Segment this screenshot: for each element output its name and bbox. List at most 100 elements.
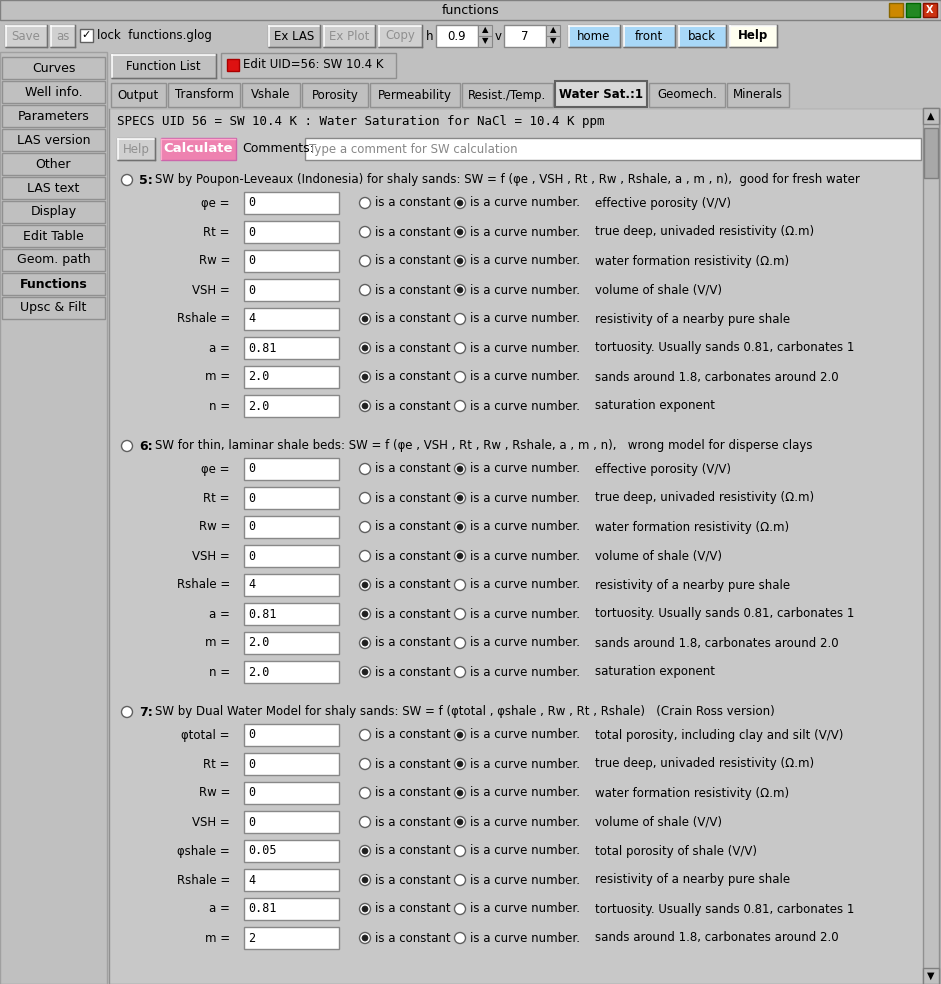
Circle shape — [457, 732, 463, 738]
Text: Display: Display — [30, 206, 76, 218]
Text: h: h — [426, 30, 434, 42]
Text: VSH =: VSH = — [192, 549, 230, 563]
Text: 2: 2 — [248, 932, 255, 945]
Text: Other: Other — [36, 157, 72, 170]
Text: resistivity of a nearby pure shale: resistivity of a nearby pure shale — [595, 313, 790, 326]
Bar — [323, 25, 375, 47]
Text: is a constant: is a constant — [375, 225, 451, 238]
Bar — [244, 395, 339, 417]
Circle shape — [455, 522, 466, 532]
Bar — [2, 225, 105, 247]
Text: total porosity of shale (V/V): total porosity of shale (V/V) — [595, 844, 757, 857]
Bar — [244, 487, 339, 509]
Text: 0: 0 — [248, 225, 255, 238]
Circle shape — [455, 845, 466, 856]
Bar — [244, 192, 339, 214]
Text: is a constant: is a constant — [375, 844, 451, 857]
Text: φe =: φe = — [201, 197, 230, 210]
Text: 5:: 5: — [139, 173, 152, 187]
Circle shape — [362, 403, 368, 409]
Text: is a constant: is a constant — [375, 902, 451, 915]
Circle shape — [455, 787, 466, 798]
Circle shape — [359, 933, 371, 944]
Circle shape — [359, 522, 371, 532]
Bar — [678, 25, 726, 47]
Circle shape — [362, 345, 368, 351]
Text: Ex LAS: Ex LAS — [274, 30, 314, 42]
Bar — [227, 59, 239, 71]
Text: 2.0: 2.0 — [248, 665, 269, 679]
Text: is a curve number.: is a curve number. — [470, 255, 580, 268]
Text: tortuosity. Usually sands 0.81, carbonates 1: tortuosity. Usually sands 0.81, carbonat… — [595, 607, 854, 621]
Circle shape — [359, 284, 371, 295]
Text: Rw =: Rw = — [199, 521, 230, 533]
Text: volume of shale (V/V): volume of shale (V/V) — [595, 283, 722, 296]
Circle shape — [359, 729, 371, 741]
Circle shape — [455, 933, 466, 944]
Text: X: X — [926, 5, 933, 15]
Circle shape — [455, 903, 466, 914]
Circle shape — [359, 787, 371, 798]
Text: 7:: 7: — [139, 706, 152, 718]
Text: Comments:: Comments: — [242, 143, 314, 155]
Bar — [161, 138, 236, 160]
Text: 6:: 6: — [139, 440, 152, 453]
Bar — [244, 458, 339, 480]
Circle shape — [455, 729, 466, 741]
Bar — [727, 83, 789, 107]
Circle shape — [362, 316, 368, 322]
Text: true deep, univaded resistivity (Ω.m): true deep, univaded resistivity (Ω.m) — [595, 758, 814, 770]
Text: is a curve number.: is a curve number. — [470, 844, 580, 857]
Bar — [478, 25, 492, 36]
Text: m =: m = — [205, 371, 230, 384]
Text: is a curve number.: is a curve number. — [470, 491, 580, 505]
Bar — [244, 516, 339, 538]
Circle shape — [359, 463, 371, 474]
Bar — [244, 927, 339, 949]
Bar — [462, 83, 553, 107]
Text: is a curve number.: is a curve number. — [470, 874, 580, 887]
Bar — [80, 29, 93, 42]
Text: 0.9: 0.9 — [448, 30, 467, 42]
Circle shape — [359, 372, 371, 383]
Circle shape — [457, 790, 463, 796]
Text: sands around 1.8, carbonates around 2.0: sands around 1.8, carbonates around 2.0 — [595, 371, 838, 384]
Text: sands around 1.8, carbonates around 2.0: sands around 1.8, carbonates around 2.0 — [595, 637, 838, 649]
Text: 0: 0 — [248, 728, 255, 742]
Bar — [923, 108, 939, 124]
Circle shape — [362, 906, 368, 912]
Bar — [729, 25, 777, 47]
Bar — [244, 840, 339, 862]
Circle shape — [359, 845, 371, 856]
Text: volume of shale (V/V): volume of shale (V/V) — [595, 549, 722, 563]
Text: VSH =: VSH = — [192, 283, 230, 296]
Bar — [244, 574, 339, 596]
Text: is a curve number.: is a curve number. — [470, 758, 580, 770]
Text: Minerals: Minerals — [733, 89, 783, 101]
Circle shape — [359, 314, 371, 325]
Text: is a constant: is a constant — [375, 462, 451, 475]
Text: Rt =: Rt = — [203, 225, 230, 238]
Text: true deep, univaded resistivity (Ω.m): true deep, univaded resistivity (Ω.m) — [595, 491, 814, 505]
Text: a =: a = — [209, 902, 230, 915]
Text: Function List: Function List — [126, 59, 200, 73]
Text: is a curve number.: is a curve number. — [470, 521, 580, 533]
Bar — [111, 83, 166, 107]
Bar — [889, 3, 903, 17]
Circle shape — [359, 550, 371, 562]
Text: Ex Plot: Ex Plot — [328, 30, 369, 42]
Text: is a constant: is a constant — [375, 786, 451, 799]
Bar — [244, 869, 339, 891]
Text: LAS text: LAS text — [27, 181, 80, 195]
Text: ✓: ✓ — [81, 30, 90, 40]
Bar — [923, 968, 939, 984]
Circle shape — [455, 638, 466, 648]
Text: φe =: φe = — [201, 462, 230, 475]
Circle shape — [455, 198, 466, 209]
Text: Type a comment for SW calculation: Type a comment for SW calculation — [309, 143, 518, 155]
Text: Edit UID=56: SW 10.4 K: Edit UID=56: SW 10.4 K — [243, 58, 384, 72]
Bar — [378, 25, 422, 47]
Text: φshale =: φshale = — [177, 844, 230, 857]
Text: Calculate: Calculate — [163, 143, 232, 155]
Bar — [478, 36, 492, 47]
